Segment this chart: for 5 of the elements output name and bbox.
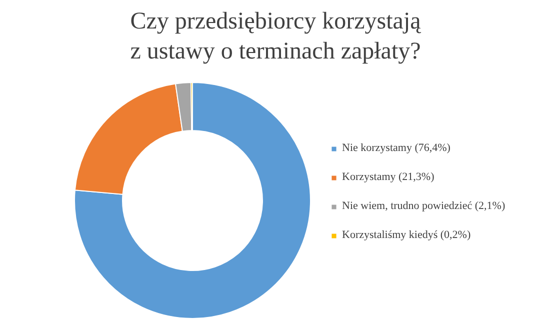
legend-label: Korzystaliśmy kiedyś (0,2%)	[342, 229, 471, 241]
legend-label: Nie korzystamy (76,4%)	[342, 142, 450, 154]
chart-title: Czy przedsiębiorcy korzystają z ustawy o terminach zapłaty?	[130, 8, 422, 64]
legend-label: Korzystamy (21,3%)	[342, 171, 434, 183]
legend-label: Nie wiem, trudno powiedzieć (2,1%)	[342, 200, 506, 212]
